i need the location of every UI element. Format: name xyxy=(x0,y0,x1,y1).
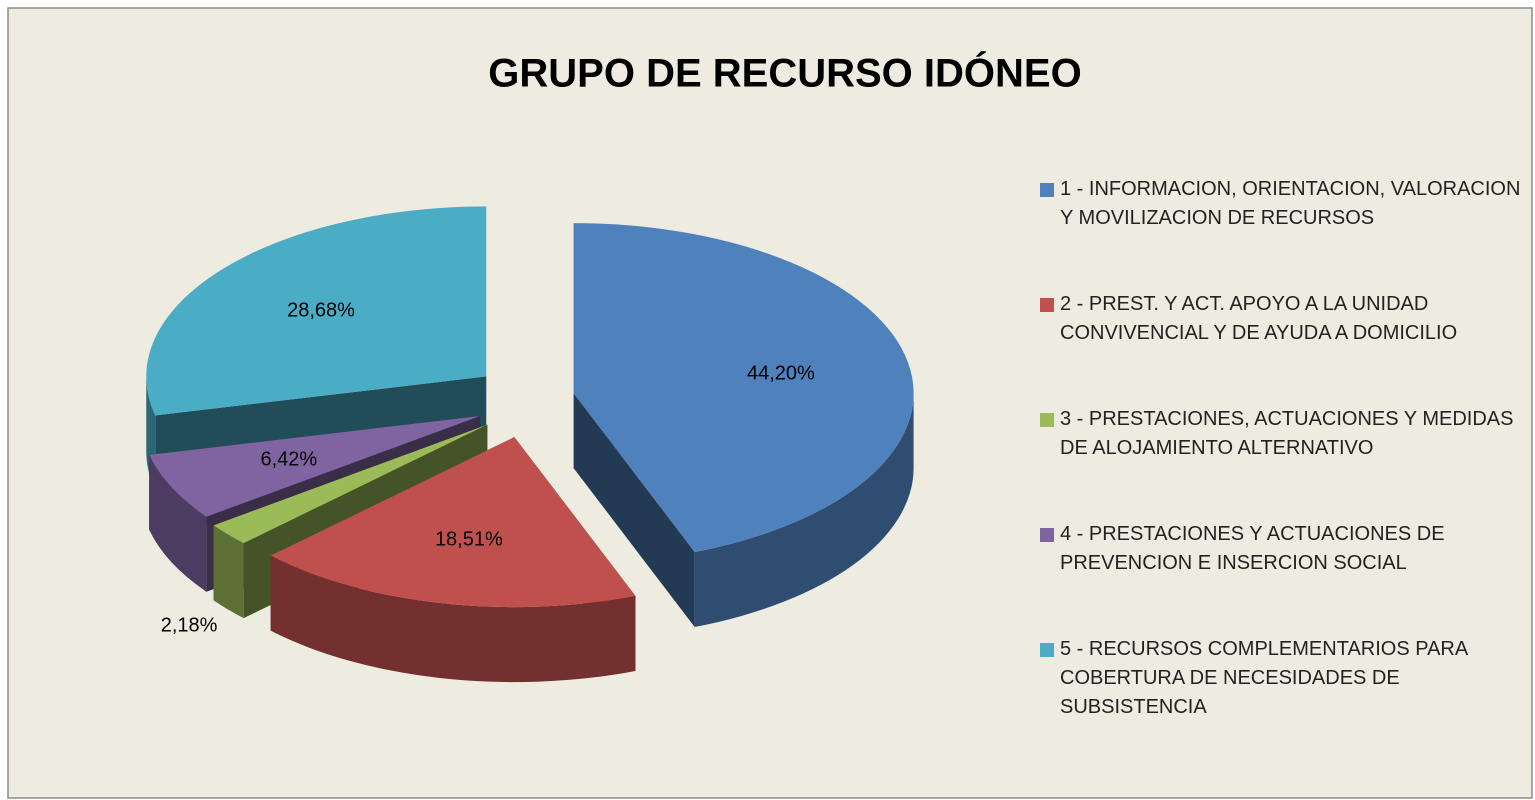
legend-item: 4 - PRESTACIONES Y ACTUACIONES DE PREVEN… xyxy=(1040,520,1525,635)
slice-wall xyxy=(270,555,636,683)
legend-label: 4 - PRESTACIONES Y ACTUACIONES DE PREVEN… xyxy=(1060,523,1445,574)
slice xyxy=(573,223,914,552)
slice-wall xyxy=(694,393,914,627)
legend-label: 1 - INFORMACION, ORIENTACION, VALORACION… xyxy=(1060,178,1521,229)
data-label: 28,68% xyxy=(287,299,355,321)
data-label: 44,20% xyxy=(747,362,815,384)
legend: 1 - INFORMACION, ORIENTACION, VALORACION… xyxy=(1040,175,1525,750)
slice-wall xyxy=(213,525,244,619)
legend-swatch xyxy=(1040,643,1054,657)
chart-title: GRUPO DE RECURSO IDÓNEO xyxy=(488,50,1081,96)
legend-swatch xyxy=(1040,183,1054,197)
legend-label: 5 - RECURSOS COMPLEMENTARIOS PARA COBERT… xyxy=(1060,638,1468,718)
legend-label: 3 - PRESTACIONES, ACTUACIONES Y MEDIDAS … xyxy=(1060,408,1514,459)
slice-wall xyxy=(149,454,207,592)
slice xyxy=(149,415,481,517)
data-label: 18,51% xyxy=(435,528,503,550)
legend-item: 3 - PRESTACIONES, ACTUACIONES Y MEDIDAS … xyxy=(1040,405,1525,520)
legend-item: 1 - INFORMACION, ORIENTACION, VALORACION… xyxy=(1040,175,1525,290)
data-label: 6,42% xyxy=(260,448,317,470)
slice xyxy=(213,424,488,544)
legend-swatch xyxy=(1040,298,1054,312)
data-label: 2,18% xyxy=(161,614,218,636)
legend-item: 2 - PREST. Y ACT. APOYO A LA UNIDAD CONV… xyxy=(1040,290,1525,405)
slice xyxy=(270,437,636,608)
legend-item: 5 - RECURSOS COMPLEMENTARIOS PARA COBERT… xyxy=(1040,635,1525,750)
legend-label: 2 - PREST. Y ACT. APOYO A LA UNIDAD CONV… xyxy=(1060,293,1458,344)
slice-side xyxy=(573,393,695,627)
legend-swatch xyxy=(1040,413,1054,427)
legend-swatch xyxy=(1040,528,1054,542)
slice xyxy=(146,206,487,416)
